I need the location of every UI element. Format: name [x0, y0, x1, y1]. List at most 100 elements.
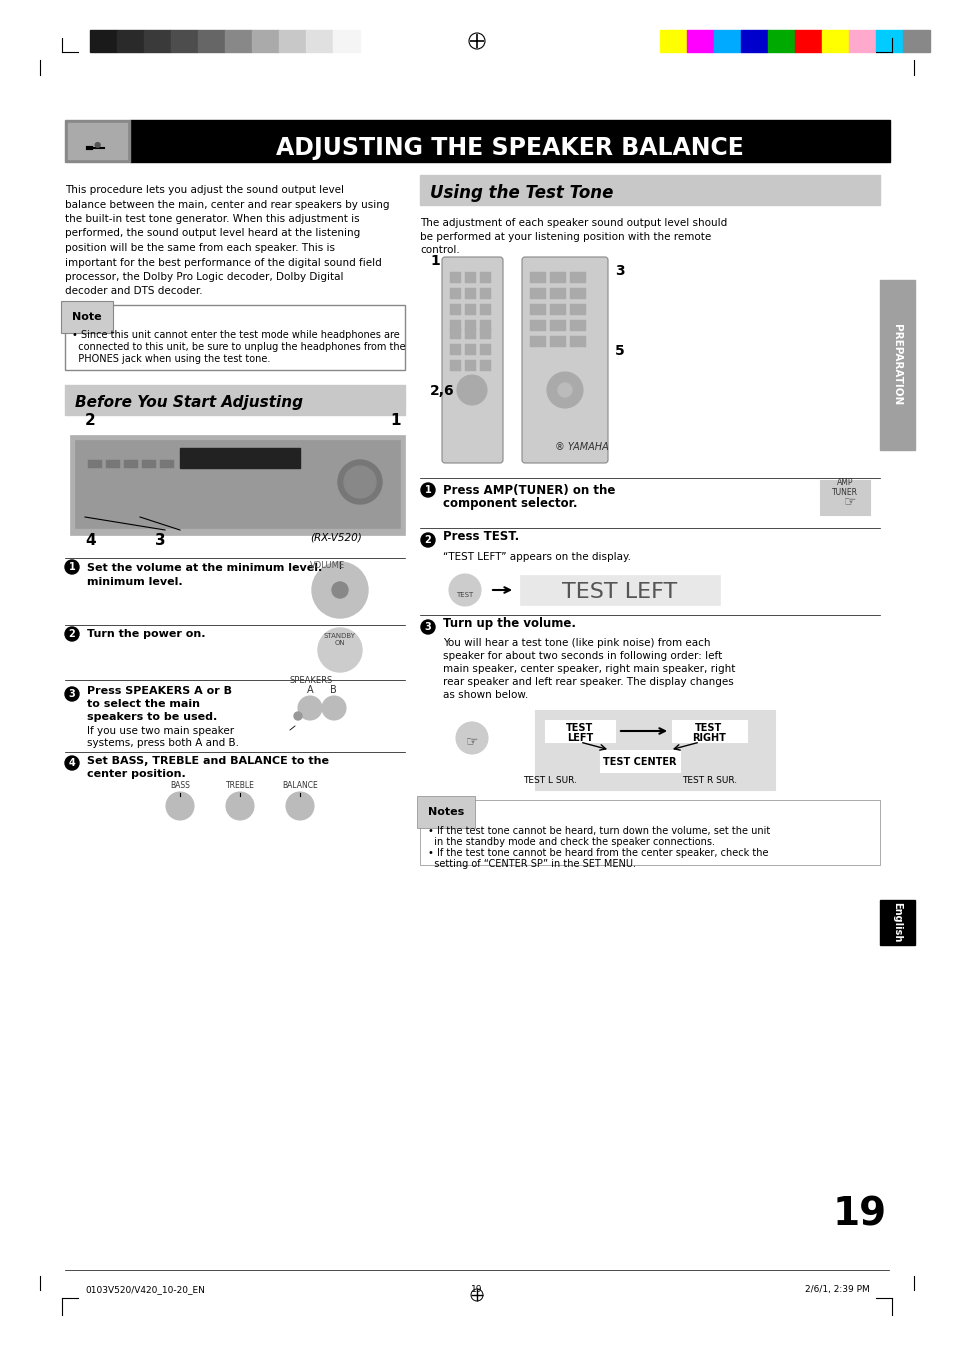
Text: balance between the main, center and rear speakers by using: balance between the main, center and rea…	[65, 200, 389, 209]
Bar	[479, 304, 491, 315]
Bar	[879, 280, 914, 450]
Text: connected to this unit, be sure to unplug the headphones from the: connected to this unit, be sure to unplu…	[71, 342, 405, 353]
Bar	[75, 440, 399, 528]
Bar	[550, 336, 565, 347]
Text: be performed at your listening position with the remote: be performed at your listening position …	[419, 231, 711, 242]
Bar	[820, 480, 869, 515]
Bar	[569, 272, 585, 282]
Text: TUNER: TUNER	[831, 488, 857, 497]
Bar	[65, 385, 405, 415]
Text: ON: ON	[335, 640, 345, 646]
Bar	[450, 272, 460, 282]
Bar	[599, 750, 679, 771]
Text: 19: 19	[832, 1196, 886, 1233]
Bar	[671, 720, 746, 742]
Circle shape	[449, 574, 480, 607]
Circle shape	[344, 466, 375, 499]
Bar	[550, 272, 565, 282]
Bar	[278, 30, 306, 51]
Text: Turn the power on.: Turn the power on.	[87, 630, 205, 639]
Bar	[519, 576, 720, 605]
Text: • If the test tone cannot be heard, turn down the volume, set the unit: • If the test tone cannot be heard, turn…	[428, 825, 769, 836]
Text: You will hear a test tone (like pink noise) from each: You will hear a test tone (like pink noi…	[442, 638, 710, 648]
Text: 1: 1	[390, 413, 400, 428]
Text: The adjustment of each speaker sound output level should: The adjustment of each speaker sound out…	[419, 218, 726, 228]
Circle shape	[65, 627, 79, 640]
Text: Notes: Notes	[428, 807, 464, 817]
Text: “TEST LEFT” appears on the display.: “TEST LEFT” appears on the display.	[442, 553, 630, 562]
Bar	[90, 30, 117, 51]
Circle shape	[456, 721, 488, 754]
Circle shape	[312, 562, 368, 617]
Bar	[88, 459, 102, 467]
Text: BALANCE: BALANCE	[282, 781, 317, 790]
Circle shape	[65, 757, 79, 770]
Text: main speaker, center speaker, right main speaker, right: main speaker, center speaker, right main…	[442, 663, 735, 674]
Bar	[65, 120, 130, 162]
Circle shape	[294, 712, 302, 720]
Text: ® YAMAHA: ® YAMAHA	[555, 442, 608, 453]
Text: (RX-V520): (RX-V520)	[310, 532, 361, 542]
Text: as shown below.: as shown below.	[442, 690, 528, 700]
Circle shape	[456, 376, 486, 405]
Bar	[569, 336, 585, 347]
FancyBboxPatch shape	[65, 305, 405, 370]
Text: rear speaker and left rear speaker. The display changes: rear speaker and left rear speaker. The …	[442, 677, 733, 688]
Bar	[450, 320, 460, 331]
Bar	[464, 304, 476, 315]
Text: Turn up the volume.: Turn up the volume.	[442, 616, 576, 630]
Text: If you use two main speaker: If you use two main speaker	[87, 725, 233, 736]
Text: 2: 2	[69, 630, 75, 639]
Bar	[550, 304, 565, 315]
Bar	[252, 30, 278, 51]
Text: Press SPEAKERS A or B: Press SPEAKERS A or B	[87, 686, 232, 696]
Bar	[479, 272, 491, 282]
Text: the built-in test tone generator. When this adjustment is: the built-in test tone generator. When t…	[65, 213, 359, 224]
Text: ADJUSTING THE SPEAKER BALANCE: ADJUSTING THE SPEAKER BALANCE	[275, 136, 743, 159]
Bar	[550, 288, 565, 299]
Text: speakers to be used.: speakers to be used.	[87, 712, 217, 721]
Text: 19: 19	[471, 1285, 482, 1294]
Text: • Since this unit cannot enter the test mode while headphones are: • Since this unit cannot enter the test …	[71, 330, 399, 340]
Circle shape	[420, 620, 435, 634]
Text: BASS: BASS	[170, 781, 190, 790]
Bar	[569, 304, 585, 315]
Text: center position.: center position.	[87, 769, 186, 780]
Text: Press AMP(TUNER) on the: Press AMP(TUNER) on the	[442, 484, 615, 497]
Text: TREBLE: TREBLE	[225, 781, 254, 790]
Bar	[450, 345, 460, 355]
Text: ☞: ☞	[842, 494, 856, 508]
Bar	[106, 459, 120, 467]
Bar	[225, 30, 252, 51]
Bar	[124, 459, 138, 467]
Bar	[142, 459, 156, 467]
Text: control.: control.	[419, 245, 459, 255]
Circle shape	[420, 484, 435, 497]
Bar	[794, 30, 821, 51]
Bar	[530, 304, 545, 315]
Bar	[450, 288, 460, 299]
Bar	[306, 30, 333, 51]
Text: PHONES jack when using the test tone.: PHONES jack when using the test tone.	[71, 354, 270, 363]
Bar	[659, 30, 686, 51]
Text: Press TEST.: Press TEST.	[442, 530, 518, 543]
Text: 2: 2	[424, 535, 431, 544]
Bar	[464, 359, 476, 372]
Bar	[550, 320, 565, 331]
Text: Using the Test Tone: Using the Test Tone	[430, 184, 613, 203]
Bar	[530, 288, 545, 299]
Circle shape	[166, 792, 193, 820]
Text: TEST CENTER: TEST CENTER	[602, 757, 676, 767]
Bar	[117, 30, 144, 51]
Bar	[464, 320, 476, 331]
Bar	[479, 288, 491, 299]
FancyBboxPatch shape	[441, 257, 502, 463]
Text: 3: 3	[154, 534, 166, 549]
Text: Set BASS, TREBLE and BALANCE to the: Set BASS, TREBLE and BALANCE to the	[87, 757, 329, 766]
Bar	[902, 30, 929, 51]
Bar	[180, 449, 299, 467]
Text: speaker for about two seconds in following order: left: speaker for about two seconds in followi…	[442, 651, 721, 661]
Text: 2: 2	[85, 413, 95, 428]
Text: 3: 3	[69, 689, 75, 698]
Bar	[450, 328, 460, 339]
